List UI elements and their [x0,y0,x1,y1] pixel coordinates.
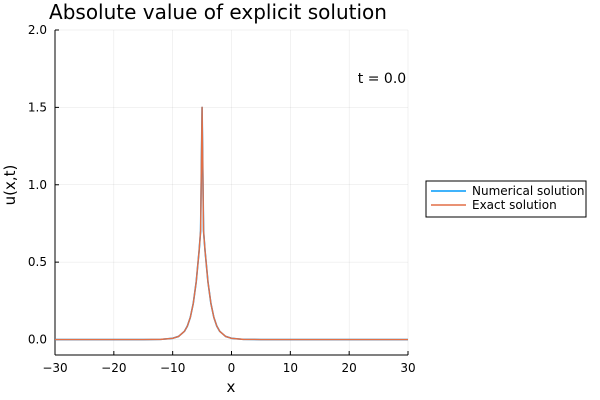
legend-label-numerical-solution: Numerical solution [472,184,585,198]
y-tick-label: 0.0 [28,333,47,347]
series-lines [55,106,408,341]
x-tick-label: 20 [342,361,357,375]
x-tick-label: 0 [228,361,236,375]
y-tick-label: 1.0 [28,178,47,192]
y-tick-label: 0.5 [28,255,47,269]
series-line-exact-solution [55,106,408,341]
x-tick-label: −20 [101,361,126,375]
legend-label-exact-solution: Exact solution [472,198,557,212]
x-axis-label: x [227,378,236,396]
time-annotation: t = 0.0 [358,71,406,87]
x-tick-label: −30 [42,361,67,375]
y-tick-label: 1.5 [28,100,47,114]
y-tick-label: 2.0 [28,23,47,37]
y-axis-ticks: 0.0 0.5 1.0 1.5 2.0 [28,23,59,347]
x-tick-label: −10 [160,361,185,375]
legend-box [425,180,587,218]
grid [54,29,409,355]
x-tick-label: 30 [400,361,415,375]
y-axis-label: u(x,t) [1,165,19,206]
x-axis-ticks: −30 −20 −10 0 10 20 30 [42,351,416,375]
x-tick-label: 10 [283,361,298,375]
chart-title: Absolute value of explicit solution [49,0,387,24]
